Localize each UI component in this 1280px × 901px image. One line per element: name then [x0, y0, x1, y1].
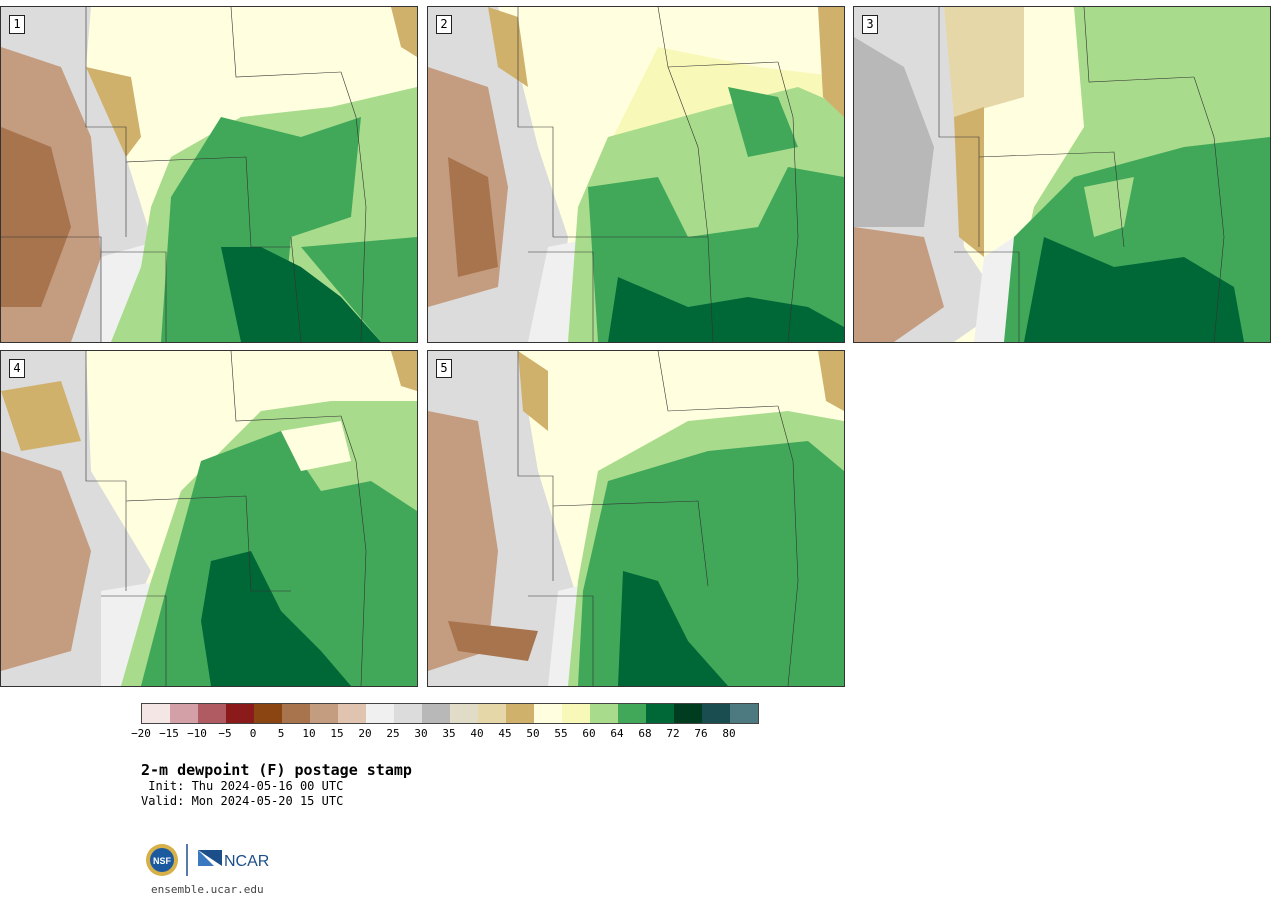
colorbar-tick-label: −15: [159, 727, 179, 740]
colorbar-tick-label: 20: [358, 727, 372, 740]
colorbar-tick-label: 55: [554, 727, 568, 740]
colorbar-swatch: [142, 704, 170, 723]
panel-number-label: 5: [436, 359, 452, 378]
nsf-logo-text: NSF: [153, 856, 172, 866]
colorbar-tick-label: 15: [330, 727, 344, 740]
dewpoint-map-3: [854, 7, 1270, 342]
colorbar-swatch: [478, 704, 506, 723]
panel-number-label: 1: [9, 15, 25, 34]
colorbar-tick-label: 64: [610, 727, 624, 740]
ncar-logo-text: NCAR: [224, 853, 269, 870]
colorbar-tick-label: 30: [414, 727, 428, 740]
colorbar-swatch: [730, 704, 758, 723]
colorbar-tick-label: −10: [187, 727, 207, 740]
panel-number-label: 2: [436, 15, 452, 34]
colorbar-tick-label: −20: [131, 727, 151, 740]
map-panel-1: 1: [0, 6, 418, 343]
colorbar-swatch: [170, 704, 198, 723]
colorbar-swatch: [310, 704, 338, 723]
map-panel-3: 3: [853, 6, 1271, 343]
figure-title: 2-m dewpoint (F) postage stamp: [141, 761, 412, 779]
colorbar-swatch: [562, 704, 590, 723]
colorbar-tick-label: 76: [694, 727, 708, 740]
colorbar-tick-label: 5: [277, 727, 285, 740]
colorbar-swatch: [198, 704, 226, 723]
map-panel-5: 5: [427, 350, 845, 687]
nsf-ncar-logo: NSF NCAR: [146, 844, 269, 876]
colorbar-swatch: [534, 704, 562, 723]
colorbar-tick-label: 80: [722, 727, 736, 740]
colorbar-tick-label: 60: [582, 727, 596, 740]
dewpoint-map-1: [1, 7, 417, 342]
colorbar-swatch: [646, 704, 674, 723]
dewpoint-map-4: [1, 351, 417, 686]
map-panel-4: 4: [0, 350, 418, 687]
colorbar-swatch: [450, 704, 478, 723]
init-time: Init: Thu 2024-05-16 00 UTC: [141, 779, 344, 793]
colorbar-tick-label: 25: [386, 727, 400, 740]
colorbar-swatch: [226, 704, 254, 723]
dewpoint-map-5: [428, 351, 844, 686]
panel-number-label: 4: [9, 359, 25, 378]
colorbar-swatch: [674, 704, 702, 723]
colorbar-tick-label: 0: [249, 727, 257, 740]
colorbar-swatch: [422, 704, 450, 723]
colorbar-tick-label: 45: [498, 727, 512, 740]
logos: NSF NCAR: [144, 842, 274, 880]
colorbar-tick-label: 68: [638, 727, 652, 740]
colorbar-tick-label: 10: [302, 727, 316, 740]
colorbar-swatch: [338, 704, 366, 723]
colorbar-ticks: −20 −15 −10 −5 0 5 10 15 20 25 30 35 40 45 50 55 60 64 68 7…: [131, 727, 761, 741]
valid-time: Valid: Mon 2024-05-20 15 UTC: [141, 794, 344, 808]
colorbar-tick-label: 72: [666, 727, 680, 740]
dewpoint-map-2: [428, 7, 844, 342]
colorbar-swatch: [702, 704, 730, 723]
colorbar: [141, 703, 759, 724]
map-panel-2: 2: [427, 6, 845, 343]
colorbar-tick-label: 35: [442, 727, 456, 740]
colorbar-tick-label: −5: [218, 727, 232, 740]
colorbar-swatch: [590, 704, 618, 723]
colorbar-tick-label: 50: [526, 727, 540, 740]
colorbar-swatch: [618, 704, 646, 723]
panel-number-label: 3: [862, 15, 878, 34]
site-url: ensemble.ucar.edu: [151, 883, 264, 896]
colorbar-swatch: [282, 704, 310, 723]
colorbar-swatch: [506, 704, 534, 723]
colorbar-tick-label: 40: [470, 727, 484, 740]
colorbar-swatch: [366, 704, 394, 723]
colorbar-swatch: [394, 704, 422, 723]
colorbar-swatch: [254, 704, 282, 723]
